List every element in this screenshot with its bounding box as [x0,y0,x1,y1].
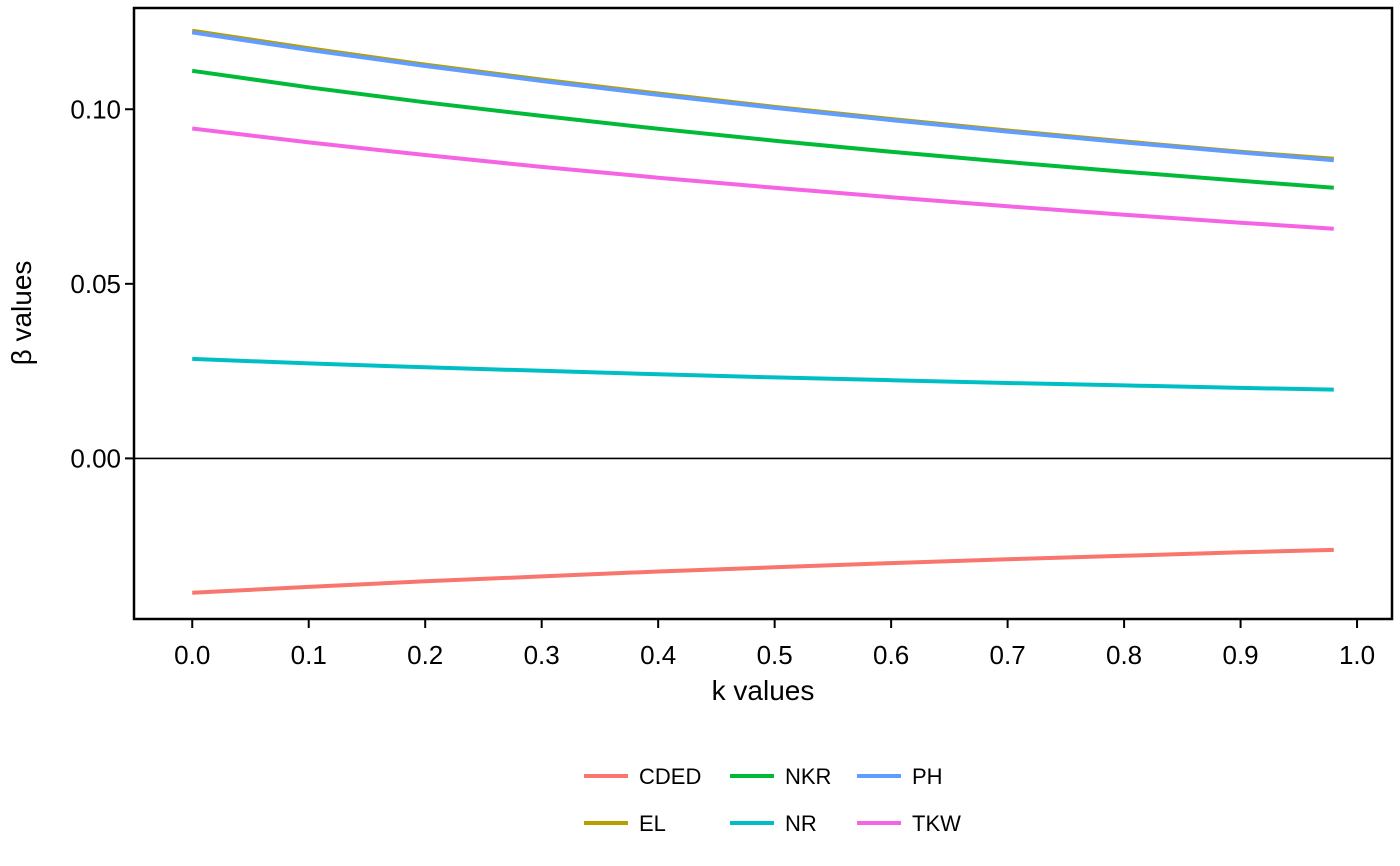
y-axis: 0.00 0.05 0.10 [70,94,134,473]
y-axis-title: β values [6,261,37,366]
series-line-ph [191,30,1334,163]
series-line-tkw [191,126,1334,231]
legend-label: PH [912,764,943,789]
x-axis-title: k values [712,675,815,706]
x-axis: 0.0 0.1 0.2 0.3 0.4 0.5 0.6 0.7 0.8 0.9 1.0 [174,619,1375,670]
x-tick-label: 0.7 [990,640,1026,670]
legend: CDED EL NKR NR PH TKW [584,764,961,836]
legend-item-cded: CDED [584,764,701,789]
x-tick-label: 0.3 [524,640,560,670]
legend-label: NR [785,811,817,836]
legend-label: TKW [912,811,961,836]
y-tick-label: 0.10 [70,94,121,124]
legend-item-nr: NR [730,811,817,836]
legend-label: NKR [785,764,831,789]
x-tick-label: 1.0 [1339,640,1375,670]
y-tick-label: 0.05 [70,269,121,299]
series-line-cded [192,547,1334,595]
x-tick-label: 0.8 [1106,640,1142,670]
legend-item-el: EL [584,811,666,836]
y-tick-label: 0.00 [70,443,121,473]
legend-label: EL [639,811,666,836]
x-tick-label: 0.6 [873,640,909,670]
series-layer [191,28,1334,595]
series-line-nkr [191,68,1334,190]
legend-item-tkw: TKW [857,811,961,836]
x-tick-label: 0.0 [174,640,210,670]
series-line-nr [192,356,1334,392]
legend-item-nkr: NKR [730,764,831,789]
plot-panel [132,6,1394,621]
x-tick-label: 0.9 [1222,640,1258,670]
legend-item-ph: PH [857,764,943,789]
legend-label: CDED [639,764,701,789]
x-tick-label: 0.4 [640,640,676,670]
x-tick-label: 0.1 [291,640,327,670]
x-tick-label: 0.2 [407,640,443,670]
x-tick-label: 0.5 [757,640,793,670]
